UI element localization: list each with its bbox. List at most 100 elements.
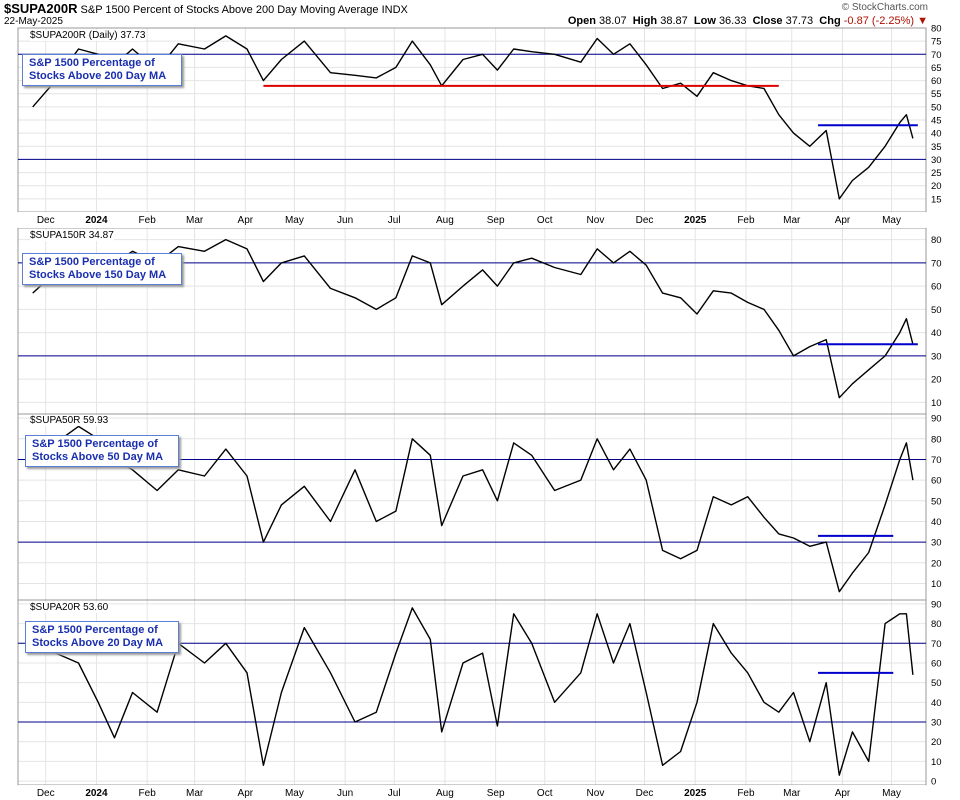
date-label: 22-May-2025 [4,16,63,27]
x-tick-label: Dec [37,215,55,226]
high-label: High [632,15,658,27]
y-tick-label: 20 [931,737,942,748]
y-tick-label: 70 [931,455,942,466]
y-tick-label: 30 [931,351,942,362]
chg-value: -0.87 (-2.25%) [843,15,915,27]
y-tick-label: 70 [931,639,942,650]
y-tick-label: 90 [931,599,942,610]
x-tick-label: Jul [388,788,401,799]
panel-1-tag: $SUPA200R (Daily) 37.73 [30,30,146,41]
y-tick-label: 80 [931,24,942,35]
y-tick-label: 30 [931,538,942,549]
chg-label: Chg [819,15,841,27]
series-line [32,607,914,776]
y-tick-label: 10 [931,579,942,590]
axis-band [18,212,926,228]
description-label: S&P 1500 Percent of Stocks Above 200 Day… [80,4,379,16]
y-tick-label: 50 [931,496,942,507]
y-tick-label: 0 [931,777,936,788]
y-tick-label: 80 [931,434,942,445]
y-tick-label: 20 [931,181,942,192]
panel-2-tag: $SUPA150R 34.87 [30,230,114,241]
x-tick-label: Mar [186,788,204,799]
y-tick-label: 15 [931,194,942,205]
y-tick-label: 60 [931,282,942,293]
y-tick-label: 25 [931,168,942,179]
y-tick-label: 45 [931,116,942,127]
x-tick-label: Mar [186,215,204,226]
close-label: Close [752,15,783,27]
brand-watermark: © StockCharts.com [841,2,928,13]
y-tick-label: 90 [931,414,942,425]
series-line [32,35,914,200]
y-tick-label: 75 [931,37,942,48]
x-tick-label: Aug [436,215,454,226]
y-tick-label: 60 [931,658,942,669]
panel-3-tag: $SUPA50R 59.93 [30,415,109,426]
y-tick-label: 50 [931,678,942,689]
x-tick-label: May [882,215,901,226]
y-tick-label: 35 [931,142,942,153]
y-tick-label: 10 [931,757,942,768]
ohlc-readout: Open 38.07 High 38.87 Low 36.33 Close 37… [568,15,928,27]
x-tick-label: Feb [737,215,755,226]
y-tick-label: 65 [931,63,942,74]
x-tick-label: Oct [537,215,553,226]
y-tick-label: 80 [931,235,942,246]
x-tick-label: Dec [37,788,55,799]
y-tick-label: 40 [931,129,942,140]
y-tick-label: 40 [931,517,942,528]
x-tick-label: Sep [487,215,505,226]
chg-down-icon: ▼ [917,15,928,27]
y-tick-label: 80 [931,619,942,630]
open-label: Open [567,15,596,27]
chart-title: $SUPA200R S&P 1500 Percent of Stocks Abo… [4,1,408,16]
x-tick-label: Aug [436,788,454,799]
y-tick-label: 40 [931,698,942,709]
y-tick-label: 50 [931,102,942,113]
panel-1-annotation: S&P 1500 Percentage of Stocks Above 200 … [22,54,182,86]
x-tick-label: Dec [636,215,654,226]
high-value: 38.87 [660,15,688,27]
y-tick-label: 60 [931,76,942,87]
low-label: Low [693,15,716,27]
x-tick-label: May [285,215,304,226]
exchange-label: INDX [381,4,408,16]
x-tick-label: Feb [737,788,755,799]
panel-2-annotation: S&P 1500 Percentage of Stocks Above 150 … [22,253,182,285]
x-tick-label: Apr [835,215,851,226]
y-tick-label: 55 [931,89,942,100]
x-tick-label: Mar [783,215,801,226]
x-tick-label: Nov [587,788,605,799]
close-value: 37.73 [785,15,814,27]
panel-4-tag: $SUPA20R 53.60 [30,602,109,613]
y-tick-label: 20 [931,558,942,569]
y-tick-label: 30 [931,718,942,729]
panel-4-annotation: S&P 1500 Percentage of Stocks Above 20 D… [25,621,179,653]
x-tick-label: 2025 [684,788,707,799]
y-tick-label: 30 [931,155,942,166]
x-tick-label: Nov [587,215,605,226]
series-line [32,425,914,593]
x-tick-label: May [882,788,901,799]
x-tick-label: Oct [537,788,553,799]
x-tick-label: Apr [238,788,254,799]
open-value: 38.07 [599,15,627,27]
symbol-label: $SUPA200R [4,1,78,16]
x-tick-label: Apr [238,215,254,226]
x-tick-label: Mar [783,788,801,799]
panel-3-annotation: S&P 1500 Percentage of Stocks Above 50 D… [25,435,179,467]
x-tick-label: 2024 [85,788,108,799]
x-tick-label: 2024 [85,215,108,226]
y-tick-label: 10 [931,398,942,409]
y-tick-label: 50 [931,305,942,316]
x-tick-label: Feb [139,215,157,226]
series-line [32,238,914,399]
y-tick-label: 70 [931,50,942,61]
x-tick-label: Jul [388,215,401,226]
y-tick-label: 70 [931,258,942,269]
x-tick-label: 2025 [684,215,707,226]
x-tick-label: Jun [337,788,353,799]
axis-band [18,785,926,800]
